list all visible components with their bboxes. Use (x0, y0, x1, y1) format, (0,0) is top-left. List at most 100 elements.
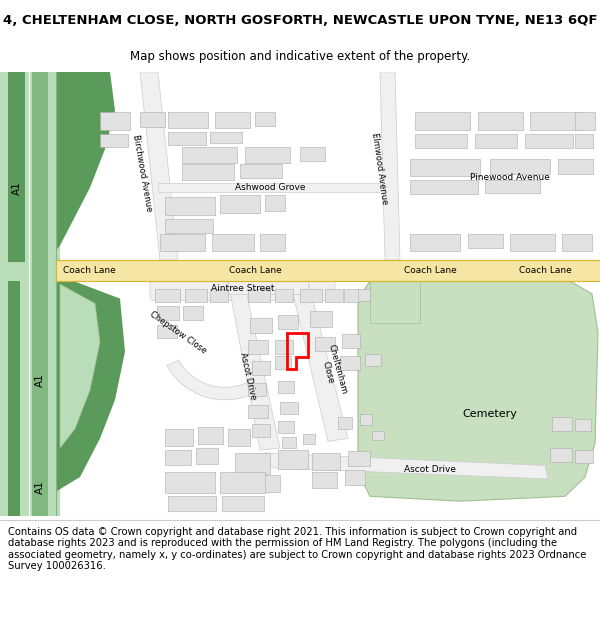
Text: Contains OS data © Crown copyright and database right 2021. This information is : Contains OS data © Crown copyright and d… (8, 527, 586, 571)
Bar (165, 450, 191, 466)
Bar (575, 450, 593, 462)
Bar (415, 134, 467, 148)
Bar (168, 112, 208, 128)
Polygon shape (56, 274, 125, 491)
Text: A1: A1 (35, 480, 45, 494)
Bar (235, 453, 270, 474)
Bar (468, 234, 503, 248)
Bar (278, 381, 294, 393)
Bar (575, 112, 595, 130)
Bar (212, 234, 254, 251)
Text: Chepstow Close: Chepstow Close (148, 309, 208, 355)
Bar (248, 475, 280, 492)
Text: A1: A1 (12, 181, 22, 194)
Bar (250, 318, 272, 333)
Bar (210, 132, 242, 143)
Bar (160, 234, 205, 251)
Text: Coach Lane: Coach Lane (63, 266, 116, 275)
Bar (490, 159, 550, 174)
Bar (338, 418, 352, 429)
Bar (265, 196, 285, 211)
Bar (300, 147, 325, 161)
Bar (220, 196, 260, 212)
Bar (168, 496, 216, 511)
Bar (303, 434, 315, 444)
Bar (198, 427, 223, 444)
FancyBboxPatch shape (150, 276, 335, 301)
Bar (575, 134, 593, 148)
Bar (222, 496, 264, 511)
Bar (315, 337, 335, 351)
Polygon shape (228, 281, 280, 450)
Bar (240, 164, 282, 178)
Polygon shape (60, 284, 100, 448)
Polygon shape (56, 72, 115, 251)
Bar (365, 354, 381, 366)
Text: Aintree Street: Aintree Street (211, 284, 275, 293)
Bar (345, 470, 365, 485)
Bar (275, 340, 293, 354)
Bar (282, 436, 296, 448)
Bar (475, 134, 517, 148)
Bar (360, 414, 372, 425)
Bar (478, 112, 523, 130)
Polygon shape (370, 281, 420, 322)
Text: Cemetery: Cemetery (463, 409, 517, 419)
Polygon shape (262, 453, 548, 479)
Bar (344, 289, 360, 302)
Polygon shape (140, 72, 178, 260)
Bar (196, 448, 218, 464)
Bar (228, 429, 250, 446)
Bar (325, 289, 343, 302)
Polygon shape (290, 281, 348, 441)
Polygon shape (0, 72, 60, 516)
Bar (140, 112, 165, 127)
Bar (348, 451, 370, 466)
Polygon shape (167, 360, 263, 400)
Polygon shape (8, 281, 20, 516)
Bar (252, 424, 270, 436)
Bar (372, 431, 384, 441)
Bar (248, 289, 270, 302)
Text: Cheltenham
Close: Cheltenham Close (317, 344, 349, 398)
Text: Ascot Drive: Ascot Drive (238, 351, 258, 401)
Bar (245, 147, 290, 162)
Bar (575, 419, 591, 431)
Bar (215, 112, 250, 128)
Polygon shape (32, 72, 48, 516)
Polygon shape (228, 281, 308, 294)
Polygon shape (380, 72, 400, 260)
Text: Coach Lane: Coach Lane (518, 266, 571, 275)
Bar (168, 132, 206, 145)
Text: Coach Lane: Coach Lane (229, 266, 281, 275)
Bar (165, 472, 215, 494)
Bar (280, 402, 298, 414)
Bar (275, 289, 293, 302)
Bar (100, 112, 130, 130)
Bar (182, 164, 234, 180)
Polygon shape (8, 72, 25, 262)
Bar (248, 340, 268, 354)
Bar (485, 180, 540, 193)
Bar (56, 260, 600, 281)
Bar (558, 159, 593, 174)
Bar (157, 306, 179, 320)
Bar (562, 234, 592, 251)
Bar (158, 182, 380, 192)
Bar (100, 134, 128, 147)
Bar (312, 472, 337, 488)
Bar (410, 159, 480, 176)
Bar (182, 147, 237, 162)
Bar (300, 289, 322, 302)
Bar (157, 324, 177, 338)
Text: A1: A1 (35, 374, 45, 388)
Text: Birchwood Avenue: Birchwood Avenue (131, 134, 153, 212)
Bar (185, 289, 207, 302)
Bar (210, 289, 228, 302)
Bar (255, 112, 275, 126)
Text: Map shows position and indicative extent of the property.: Map shows position and indicative extent… (130, 49, 470, 62)
Bar (220, 472, 265, 494)
Polygon shape (358, 281, 598, 501)
Bar (340, 356, 360, 370)
Bar (183, 306, 203, 320)
